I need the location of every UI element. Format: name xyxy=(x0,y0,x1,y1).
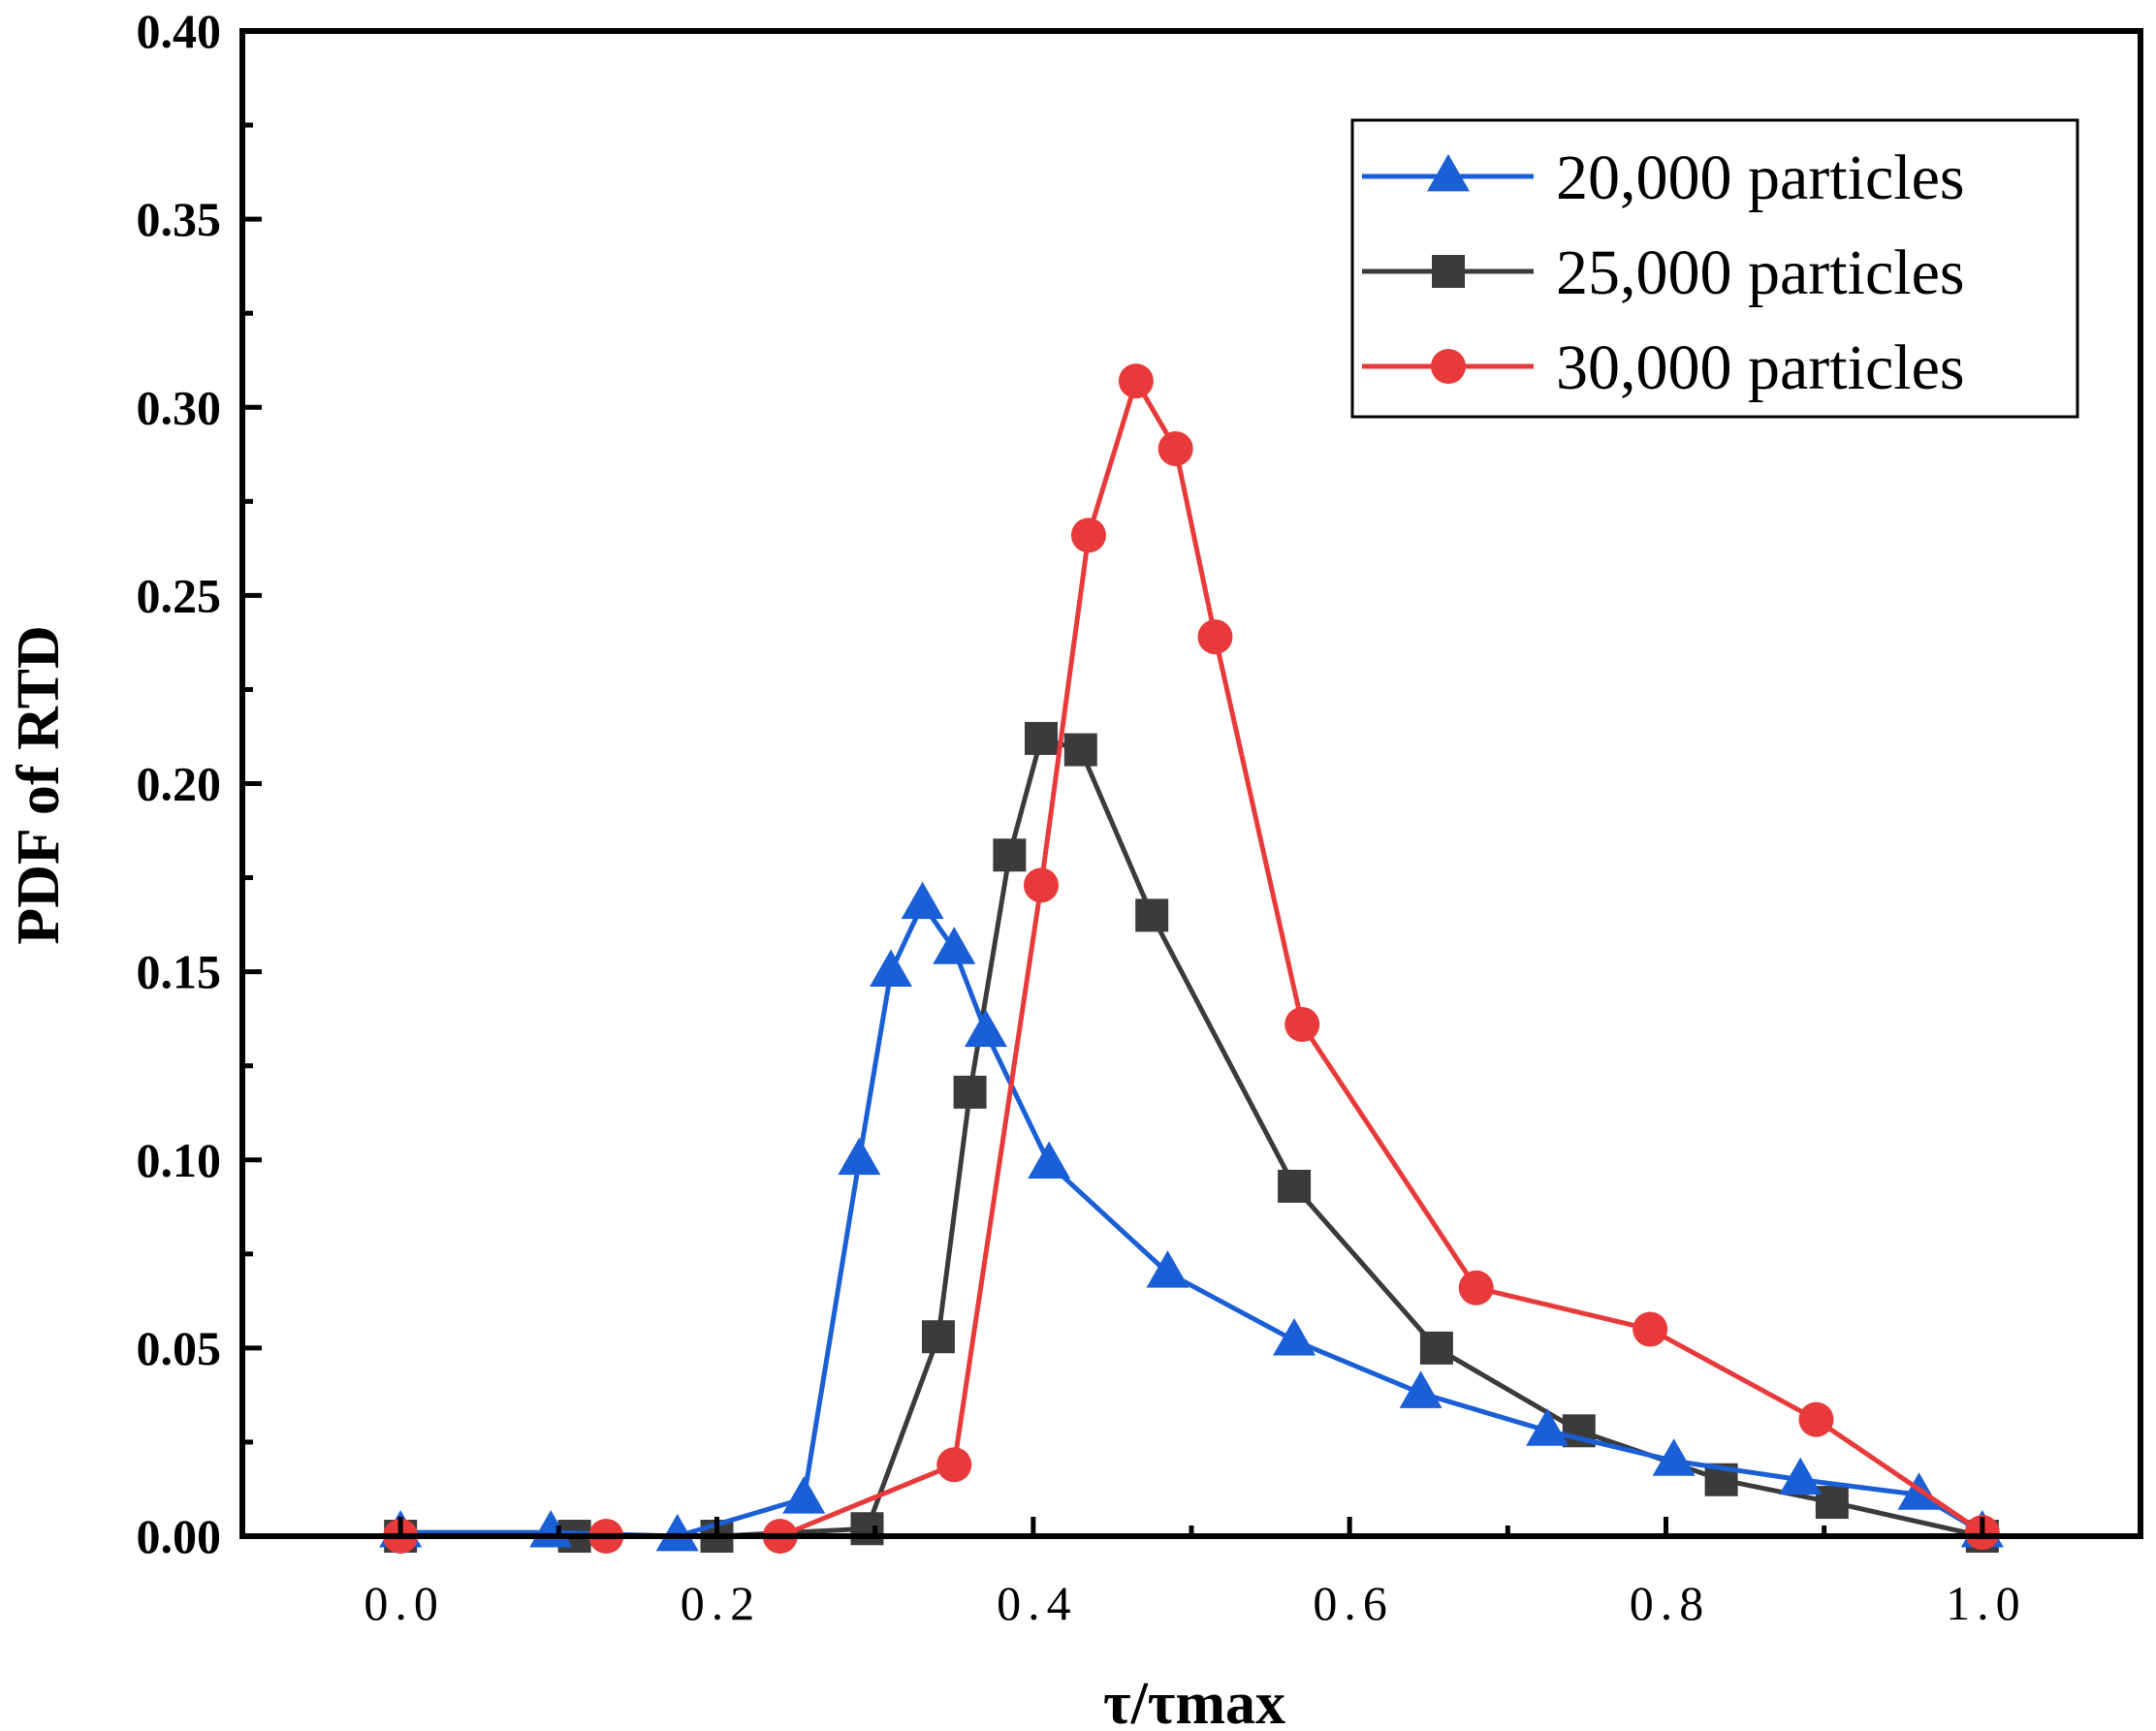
data-point xyxy=(933,927,976,964)
data-point xyxy=(1023,867,1059,903)
series-layer xyxy=(379,363,2004,1554)
data-point xyxy=(1284,1006,1320,1042)
series-30-000-particles xyxy=(383,363,2000,1554)
data-point xyxy=(1419,1331,1453,1365)
data-point xyxy=(1063,733,1097,767)
legend-label: 25,000 particles xyxy=(1556,237,1965,308)
legend-label: 30,000 particles xyxy=(1556,332,1965,403)
data-point xyxy=(1070,518,1106,553)
data-point xyxy=(1526,1408,1569,1446)
y-axis-title: PDF of RTD xyxy=(6,625,72,945)
y-tick-label: 0.10 xyxy=(137,1133,222,1187)
y-tick-label: 0.05 xyxy=(137,1321,222,1375)
data-point xyxy=(655,1513,699,1552)
data-point xyxy=(936,1447,972,1483)
y-tick-label: 0.30 xyxy=(137,380,222,434)
y-tick-label: 0.25 xyxy=(137,568,222,622)
data-point xyxy=(1135,898,1169,932)
series-line xyxy=(400,736,1983,1539)
data-point xyxy=(1458,1270,1494,1306)
x-tick-label: 0.2 xyxy=(681,1576,762,1630)
y-tick-label: 0.15 xyxy=(137,945,222,999)
data-point xyxy=(953,1075,987,1109)
x-tick-label: 0.8 xyxy=(1630,1576,1711,1630)
x-axis-title: τ/τmax xyxy=(1103,1671,1285,1731)
data-point xyxy=(1798,1401,1834,1437)
legend: 20,000 particles 25,000 particles 30,000 p… xyxy=(1350,118,2079,419)
data-point xyxy=(1399,1370,1443,1408)
x-tick-label: 0.0 xyxy=(364,1576,445,1630)
legend-marker xyxy=(1431,349,1466,384)
data-point xyxy=(869,949,912,988)
data-point xyxy=(1633,1311,1668,1347)
data-point xyxy=(901,881,944,920)
x-tick-label: 0.4 xyxy=(997,1576,1078,1630)
data-point xyxy=(850,1512,884,1546)
data-point xyxy=(782,1476,826,1514)
x-tick-label: 0.6 xyxy=(1313,1576,1394,1630)
y-tick-label: 0.20 xyxy=(137,757,222,811)
series-25-000-particles xyxy=(384,721,1999,1553)
data-point xyxy=(1652,1438,1696,1476)
data-point xyxy=(1779,1457,1823,1495)
data-point xyxy=(993,838,1027,872)
legend-item: 25,000 particles xyxy=(1362,237,1965,308)
data-point xyxy=(1024,721,1058,755)
legend-item: 20,000 particles xyxy=(1362,142,1965,213)
data-point xyxy=(1273,1318,1316,1356)
series-line xyxy=(400,901,1984,1539)
data-point xyxy=(921,1320,955,1354)
series-20-000-particles xyxy=(379,881,2004,1552)
data-point xyxy=(964,1009,1007,1048)
legend-marker xyxy=(1427,153,1470,192)
series-line xyxy=(400,378,1984,1539)
y-tick-label: 0.40 xyxy=(137,4,222,58)
data-point xyxy=(838,1137,881,1176)
legend-marker xyxy=(1432,255,1465,288)
legend-items: 20,000 particles 25,000 particles 30,000 p… xyxy=(1362,142,1965,403)
y-tick-label: 0.35 xyxy=(137,192,222,246)
data-point xyxy=(1815,1486,1849,1520)
y-tick-label: 0.00 xyxy=(137,1509,222,1563)
x-axis: 0.0 0.2 0.4 0.6 0.8 1.0 xyxy=(364,1517,2027,1630)
x-tick-label: 1.0 xyxy=(1946,1576,2027,1630)
y-axis: 0.00 0.05 0.10 0.15 0.20 0.25 0.30 0.35 0.40 xyxy=(137,4,262,1563)
data-point xyxy=(1028,1141,1071,1180)
data-point xyxy=(1118,363,1154,399)
data-point xyxy=(1197,619,1233,655)
data-point xyxy=(1146,1250,1189,1288)
legend-item: 30,000 particles xyxy=(1362,332,1965,403)
data-point xyxy=(1278,1169,1312,1203)
legend-label: 20,000 particles xyxy=(1556,142,1965,213)
data-point xyxy=(1157,430,1193,466)
